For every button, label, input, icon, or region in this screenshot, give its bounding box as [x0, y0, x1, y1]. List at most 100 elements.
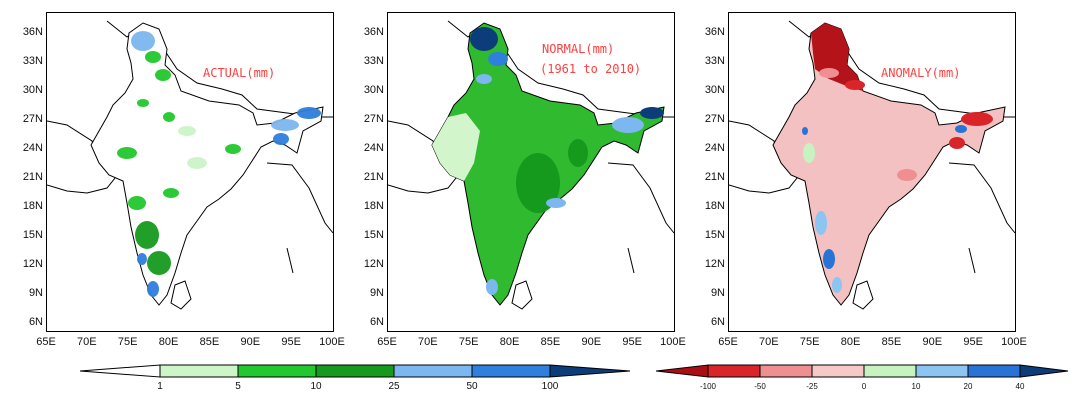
rain-colorbar-bin-5: [471, 364, 551, 378]
lon-tick-label: 100E: [1001, 336, 1027, 348]
lon-tick-label: 75E: [117, 336, 138, 348]
rain-colorbar-bin-2: [237, 364, 317, 378]
rain-colorbar: [80, 364, 631, 378]
lon-tick-label: 70E: [418, 336, 438, 348]
lat-tick-label: 18N: [704, 200, 725, 212]
lon-tick-label: 80E: [158, 336, 179, 348]
anomaly-colorbar: [656, 364, 1069, 378]
lat-tick-label: 36N: [22, 26, 43, 38]
india-map-normal: [388, 20, 674, 310]
lat-tick-label: 9N: [710, 287, 725, 299]
rain-colorbar-high-arrow: [549, 364, 631, 378]
lat-tick-label: 6N: [28, 316, 43, 328]
anomaly-patches: [802, 23, 993, 293]
rain-colorbar-label: 10: [310, 381, 322, 392]
rain-colorbar-label: 100: [541, 381, 559, 392]
lat-tick-label: 33N: [22, 55, 43, 67]
panel-title-anomaly: ANOMALY(mm): [881, 66, 961, 80]
rain-colorbar-label: 50: [466, 381, 478, 392]
anomaly-colorbar-bin-1: [707, 364, 761, 378]
lat-tick-label: 24N: [22, 142, 43, 154]
lon-tick-label: 85E: [540, 336, 561, 348]
map-panel-anomaly: ANOMALY(mm): [728, 12, 1016, 332]
lon-tick-label: 80E: [840, 336, 861, 348]
lat-tick-label: 15N: [22, 229, 43, 241]
anomaly-colorbar-label: 0: [861, 382, 867, 391]
lat-tick-label: 21N: [22, 171, 43, 183]
india-map-actual: [47, 20, 333, 310]
lon-tick-label: 100E: [660, 336, 686, 348]
rain-colorbar-bin-4: [393, 364, 473, 378]
lat-tick-label: 18N: [363, 200, 384, 212]
lat-tick-label: 9N: [369, 287, 384, 299]
rain-patches: [117, 31, 321, 297]
anomaly-colorbar-low-arrow: [656, 364, 709, 378]
lon-tick-label: 95E: [281, 336, 301, 348]
lon-tick-label: 80E: [499, 336, 520, 348]
lon-tick-label: 95E: [963, 336, 983, 348]
lat-tick-label: 33N: [704, 55, 725, 67]
lat-tick-label: 27N: [704, 113, 725, 125]
lon-tick-label: 85E: [199, 336, 220, 348]
india-map-anomaly: [729, 20, 1015, 310]
lat-tick-label: 36N: [704, 26, 725, 38]
anomaly-colorbar-label: 20: [963, 382, 973, 391]
lat-tick-label: 18N: [22, 200, 43, 212]
lat-tick-label: 30N: [704, 84, 725, 96]
anomaly-colorbar-label: 10: [911, 382, 921, 391]
lat-tick-label: 27N: [22, 113, 43, 125]
rain-colorbar-bin-3: [315, 364, 395, 378]
lat-tick-label: 12N: [363, 258, 384, 270]
anomaly-colorbar-label: -50: [754, 382, 766, 391]
anomaly-colorbar-label: -25: [806, 382, 818, 391]
lon-tick-label: 85E: [881, 336, 902, 348]
rain-colorbar-label: 25: [388, 381, 400, 392]
lat-tick-label: 24N: [704, 142, 725, 154]
map-panel-normal: NORMAL(mm) (1961 to 2010): [387, 12, 675, 332]
sri-lanka: [852, 280, 874, 310]
lon-tick-label: 65E: [718, 336, 738, 348]
lon-tick-label: 70E: [77, 336, 97, 348]
lon-tick-label: 90E: [922, 336, 943, 348]
rain-patches: [432, 27, 664, 295]
anomaly-colorbar-high-arrow: [1019, 364, 1069, 378]
lat-tick-label: 15N: [704, 229, 725, 241]
lon-tick-label: 65E: [377, 336, 397, 348]
lon-tick-label: 90E: [240, 336, 261, 348]
sri-lanka: [170, 280, 192, 310]
lat-tick-label: 15N: [363, 229, 384, 241]
sri-lanka: [511, 280, 533, 310]
lat-tick-label: 30N: [22, 84, 43, 96]
lat-tick-label: 21N: [704, 171, 725, 183]
lat-tick-label: 6N: [369, 316, 384, 328]
lon-tick-label: 75E: [799, 336, 820, 348]
lon-tick-label: 95E: [622, 336, 642, 348]
lat-tick-label: 6N: [710, 316, 725, 328]
panel-title-normal: NORMAL(mm): [542, 42, 615, 56]
anomaly-colorbar-bin-5: [915, 364, 969, 378]
lon-tick-label: 75E: [458, 336, 479, 348]
anomaly-colorbar-bin-4: [863, 364, 917, 378]
lat-tick-label: 12N: [22, 258, 43, 270]
lat-tick-label: 30N: [363, 84, 384, 96]
lat-tick-label: 9N: [28, 287, 43, 299]
rain-colorbar-label: 5: [235, 381, 241, 392]
lat-tick-label: 27N: [363, 113, 384, 125]
lat-tick-label: 36N: [363, 26, 384, 38]
rain-colorbar-low-arrow: [80, 364, 161, 378]
anomaly-colorbar-bin-6: [967, 364, 1021, 378]
lon-tick-label: 65E: [36, 336, 56, 348]
lon-tick-label: 90E: [581, 336, 602, 348]
rain-colorbar-label: 1: [157, 381, 163, 392]
lat-tick-label: 21N: [363, 171, 384, 183]
map-panel-actual: ACTUAL(mm): [46, 12, 334, 332]
anomaly-colorbar-label: 40: [1015, 382, 1025, 391]
lat-tick-label: 24N: [363, 142, 384, 154]
lat-tick-label: 12N: [704, 258, 725, 270]
lon-tick-label: 70E: [759, 336, 779, 348]
anomaly-colorbar-bin-2: [759, 364, 813, 378]
lat-tick-label: 33N: [363, 55, 384, 67]
anomaly-colorbar-bin-3: [811, 364, 865, 378]
rain-colorbar-bin-1: [159, 364, 239, 378]
panel-title-actual: ACTUAL(mm): [203, 66, 276, 80]
